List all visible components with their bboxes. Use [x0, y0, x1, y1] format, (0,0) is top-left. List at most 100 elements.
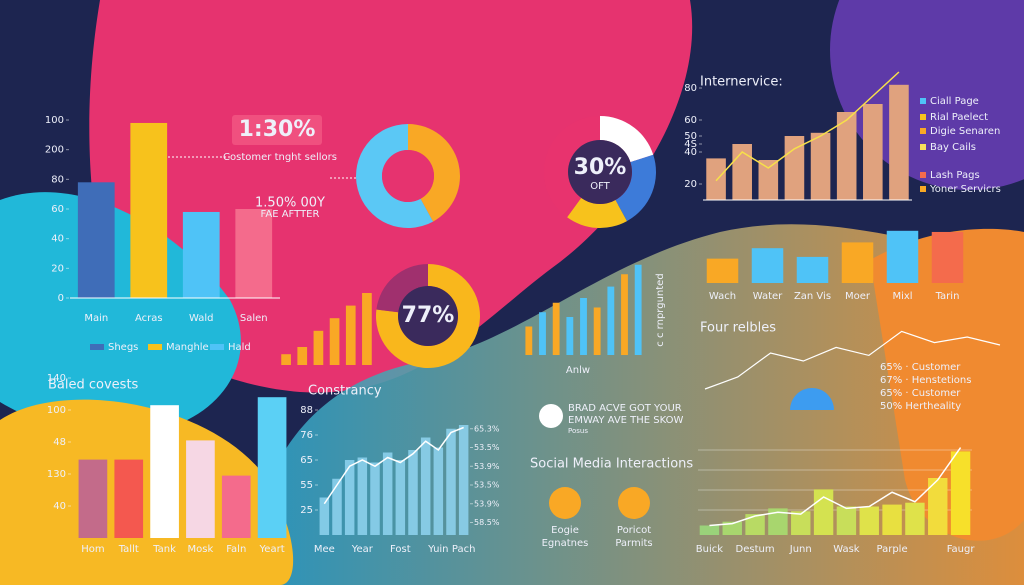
bar	[859, 506, 879, 535]
bar	[841, 242, 874, 283]
text-line: EMWAY AVE THE SKOW	[568, 415, 684, 426]
icon-label: Poricot	[617, 525, 651, 536]
bar	[221, 475, 251, 538]
x-tick-label: Parple	[877, 544, 908, 555]
cyan-blob	[0, 192, 241, 435]
bar	[905, 502, 925, 535]
mail-icon	[618, 487, 650, 519]
y-tick-label: 200	[45, 145, 64, 156]
bar	[78, 459, 108, 538]
annotation: Costomer tnght sellors	[223, 152, 337, 163]
annotation: 1:30%	[239, 117, 316, 142]
bar	[257, 397, 287, 538]
legend-swatch	[920, 144, 926, 150]
legend-swatch	[920, 114, 926, 120]
y-tick-label: 65	[300, 455, 313, 466]
section-title: Social Media Interactions	[530, 457, 693, 472]
legend-label: Shegs	[108, 342, 138, 353]
y2-tick-label: 53.9%	[474, 462, 500, 471]
x-tick-label: Moer	[845, 291, 871, 302]
bar	[699, 525, 720, 535]
y2-tick-label: 53.9%	[474, 499, 500, 508]
x-tick-label: Wask	[833, 544, 860, 555]
bar	[186, 440, 215, 538]
x-tick-label: Tarin	[935, 291, 960, 302]
bar	[370, 462, 380, 535]
bar	[706, 158, 726, 200]
icon-label: Eogie	[551, 525, 579, 536]
bar	[751, 248, 784, 283]
bar	[319, 497, 330, 535]
bar	[408, 450, 418, 535]
y2-tick-label: 53.5%	[474, 481, 500, 490]
x-tick-label: Water	[753, 291, 783, 302]
donut-hole	[568, 140, 632, 204]
x-tick-label: Salen	[240, 313, 268, 324]
x-tick-label: Faugr	[947, 544, 976, 555]
bar	[235, 209, 273, 298]
legend-label: Hald	[228, 342, 251, 353]
y-tick-label: 48	[53, 437, 66, 448]
donut-segment	[356, 124, 434, 228]
bar	[182, 211, 220, 298]
y-tick-label: 40	[684, 147, 697, 158]
x-tick-label: Buick	[696, 544, 723, 555]
chart-title: Four relbles	[700, 321, 776, 336]
center-label: OFT	[590, 181, 610, 192]
bar	[362, 293, 372, 365]
y-tick-label: 100	[47, 405, 66, 416]
donut-segment	[408, 124, 461, 222]
y-tick-label: 100	[45, 115, 64, 126]
legend-label: Manghle	[166, 342, 209, 353]
y-tick-label: 130	[47, 469, 66, 480]
chart-title: Baled covests	[48, 378, 139, 393]
bar	[634, 264, 642, 355]
x-tick-label: Yuin	[427, 544, 448, 555]
donut-hole	[382, 150, 434, 202]
bar	[791, 511, 811, 535]
bar	[889, 84, 909, 200]
bar	[863, 104, 883, 200]
center-label: 77%	[402, 303, 455, 328]
bar	[539, 312, 546, 355]
list-item: 65% · Customer	[880, 362, 961, 373]
x-tick-label: Mixl	[892, 291, 912, 302]
brand-icon	[539, 404, 563, 428]
bar	[382, 452, 393, 535]
donut-segment	[600, 116, 654, 163]
semicircle	[790, 388, 834, 410]
legend-label: Digie Senaren	[930, 126, 1000, 137]
line	[715, 71, 900, 182]
bar	[458, 425, 469, 535]
y-tick-label: 4S	[684, 139, 697, 150]
legend-swatch	[148, 344, 162, 350]
bar	[593, 307, 601, 355]
y-tick-label: 88	[300, 405, 313, 416]
bar	[796, 256, 829, 283]
bar	[332, 478, 342, 535]
x-tick-label: Wald	[189, 313, 214, 324]
yellow-blob	[0, 399, 294, 585]
legend-label: Rial Paelect	[930, 112, 988, 123]
x-tick-label: Main	[84, 313, 108, 324]
donut-segment	[544, 116, 600, 218]
legend-swatch	[920, 172, 926, 178]
bar	[345, 305, 356, 365]
y-tick-label: 60	[51, 204, 64, 215]
bar	[607, 286, 615, 355]
x-tick-label: Acras	[135, 313, 163, 324]
bar	[114, 459, 144, 538]
legend-swatch	[90, 344, 104, 350]
bar	[836, 506, 857, 535]
chart-title: Internervice:	[700, 75, 783, 90]
bar	[297, 347, 308, 365]
bar	[928, 478, 948, 535]
bar	[395, 460, 406, 535]
bar	[931, 231, 964, 283]
bar	[357, 457, 368, 535]
legend-label: Yoner Servicrs	[929, 184, 1001, 195]
legend-swatch	[210, 344, 224, 350]
y-tick-label: 76	[300, 430, 313, 441]
x-tick-label: Zan Vis	[794, 291, 831, 302]
